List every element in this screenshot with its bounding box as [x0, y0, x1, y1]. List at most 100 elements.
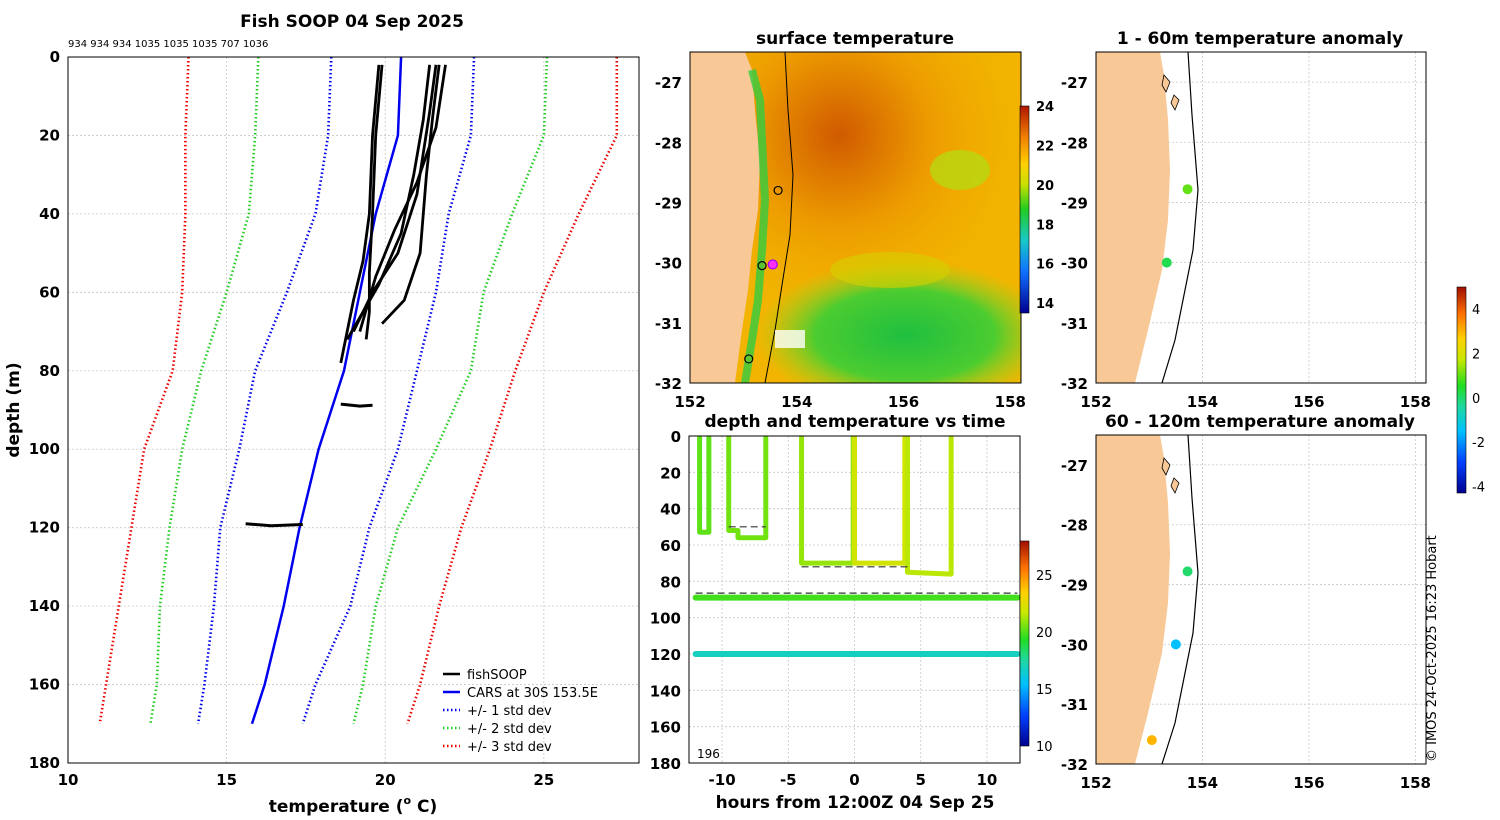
sst-ytick-label: -32 [655, 375, 682, 393]
profile-title: Fish SOOP 04 Sep 2025 [240, 12, 464, 32]
sst-colorbar-ticks: 14 16 18 20 22 24 [1036, 100, 1054, 312]
sst-panel: surface temperature 152 154 156 158 -27 -28 -2… [655, 29, 1054, 411]
profile-ytick-label: 100 [29, 440, 60, 458]
anomaly-1-60-point [1161, 257, 1172, 268]
profile-xlabel: temperature (o C) [269, 794, 438, 817]
anomaly-1-60-panel: 1 - 60m temperature anomaly 152 154 156 158… [1061, 29, 1431, 411]
profile-ticks: 10 15 20 25 0 20 40 60 80 100 120 140 160 180 [29, 48, 555, 789]
legend-label: CARS at 30S 153.5E [467, 686, 598, 701]
anomaly-60-120-title: 60 - 120m temperature anomaly [1105, 412, 1415, 432]
time-colorbar-ticks: 10 15 20 25 [1036, 569, 1053, 755]
anomaly-1-60-ticks: 152 154 156 158 -27 -28 -29 -30 -31 -32 [1061, 74, 1431, 411]
anomaly-60-120-ytick-label: -31 [1061, 696, 1088, 714]
profile-axes-box [67, 56, 640, 764]
time-ytick-label: 60 [660, 537, 681, 555]
profile-ytick-label: 0 [50, 48, 60, 66]
sst-xtick-label: 158 [995, 393, 1026, 411]
sst-ytick-label: -29 [655, 194, 682, 212]
anomaly-colorbar-label: 2 [1472, 347, 1480, 362]
anomaly-colorbar [1456, 286, 1467, 494]
profile-track [799, 436, 856, 566]
time-colorbar-label: 25 [1036, 569, 1053, 584]
profile-series-line [196, 57, 333, 724]
time-xtick-label: -10 [709, 771, 736, 789]
sst-colorbar-label: 16 [1036, 258, 1054, 273]
sst-markers [744, 185, 783, 364]
time-xtick-label: -5 [780, 771, 797, 789]
profile-series-line [301, 57, 476, 725]
legend-label: +/- 2 std dev [467, 722, 552, 737]
anomaly-1-60-axes-box [1095, 51, 1427, 384]
anomaly-1-60-ytick-label: -29 [1061, 194, 1088, 212]
fishsoop-profile-line [364, 64, 384, 340]
legend-label: +/- 3 std dev [467, 740, 552, 755]
anomaly-1-60-ytick-label: -30 [1061, 255, 1088, 273]
time-ytick-label: 140 [650, 682, 681, 700]
time-data [692, 436, 1020, 657]
profile-xtick-label: 20 [375, 771, 396, 789]
anomaly-60-120-xtick-label: 152 [1080, 774, 1111, 792]
profile-track [697, 436, 712, 535]
sst-xtick-label: 152 [674, 393, 705, 411]
sst-colorbar-label: 18 [1036, 218, 1054, 233]
sst-ytick-label: -31 [655, 315, 682, 333]
profile-panel: Fish SOOP 04 Sep 2025 934 934 934 1035 1… [4, 12, 640, 817]
profile-ytick-label: 140 [29, 597, 60, 615]
time-xlabel: hours from 12:00Z 04 Sep 25 [716, 793, 995, 813]
time-annotation: 196 [697, 747, 720, 761]
anomaly-colorbar-label: -2 [1472, 436, 1485, 451]
anomaly-1-60-points [1161, 184, 1193, 268]
profile-track [904, 436, 954, 577]
sst-xtick-label: 154 [781, 393, 812, 411]
time-ytick-label: 20 [660, 464, 681, 482]
anomaly-colorbar-ticks: -4 -2 0 2 4 [1472, 303, 1485, 495]
sst-colorbar-label: 24 [1036, 100, 1054, 115]
legend-label: +/- 1 std dev [467, 704, 552, 719]
profile-series-line [149, 57, 260, 724]
anomaly-1-60-ytick-label: -27 [1061, 74, 1088, 92]
sst-station-marker [773, 185, 783, 196]
time-colorbar-label: 15 [1036, 683, 1053, 698]
profile-legend: fishSOOP CARS at 30S 153.5E +/- 1 std dev +… [443, 668, 598, 755]
anomaly-60-120-ytick-label: -30 [1061, 636, 1088, 654]
profile-xtick-label: 25 [533, 771, 554, 789]
anomaly-60-120-ytick-label: -27 [1061, 457, 1088, 475]
profile-series-line [250, 57, 403, 725]
profile-xtick-label: 10 [58, 771, 79, 789]
fishsoop-profile-line [339, 64, 381, 364]
anomaly-1-60-xtick-label: 154 [1187, 393, 1218, 411]
profile-ytick-label: 60 [39, 283, 60, 301]
sst-field [690, 52, 1021, 383]
profile-lines [98, 57, 619, 725]
sst-title: surface temperature [756, 29, 954, 49]
profile-series-line [98, 57, 190, 724]
time-title: depth and temperature vs time [705, 412, 1006, 432]
fishsoop-profile-line [345, 64, 432, 341]
credit-text: © IMOS 24-Oct-2025 16:23 Hobart [1425, 535, 1440, 762]
time-ytick-label: 120 [650, 646, 681, 664]
sst-colorbar-label: 14 [1036, 297, 1054, 312]
profile-ytick-label: 20 [39, 126, 60, 144]
anomaly-60-120-ticks: 152 154 156 158 -27 -28 -29 -30 -31 -32 [1061, 457, 1431, 792]
time-ytick-label: 180 [650, 755, 681, 773]
anomaly-60-120-ytick-label: -29 [1061, 577, 1088, 595]
profile-series-line [352, 57, 549, 725]
anomaly-1-60-ytick-label: -31 [1061, 315, 1088, 333]
anomaly-1-60-map [1096, 52, 1199, 383]
anomaly-60-120-ytick-label: -32 [1061, 756, 1088, 774]
profile-xtick-label: 15 [216, 771, 237, 789]
profile-ytick-label: 120 [29, 519, 60, 537]
sst-colorbar-label: 20 [1036, 179, 1054, 194]
time-panel: depth and temperature vs time -10 -5 0 5 100… [650, 412, 1053, 813]
time-xtick-label: 10 [976, 771, 997, 789]
anomaly-1-60-ytick-label: -28 [1061, 134, 1088, 152]
time-ytick-label: 80 [660, 573, 681, 591]
time-ytick-label: 100 [650, 610, 681, 628]
anomaly-1-60-title: 1 - 60m temperature anomaly [1117, 29, 1403, 49]
anomaly-1-60-xtick-label: 152 [1080, 393, 1111, 411]
sst-ticks: 152 154 156 158 -27 -28 -29 -30 -31 -32 [655, 74, 1026, 411]
sst-ytick-label: -27 [655, 74, 682, 92]
sst-xtick-label: 156 [888, 393, 919, 411]
fishsoop-profile-line [352, 64, 438, 333]
time-xtick-label: 5 [915, 771, 925, 789]
